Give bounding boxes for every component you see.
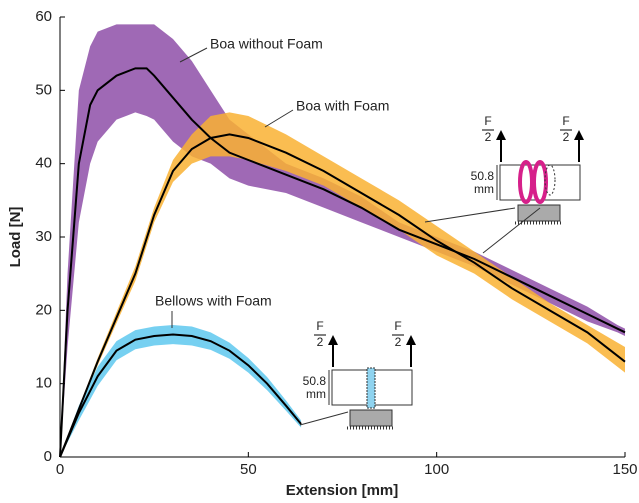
y-tick-label: 20 [35, 301, 52, 318]
x-tick-label: 0 [56, 461, 64, 478]
boa-dashed [544, 164, 556, 196]
force-divisor: 2 [485, 130, 492, 144]
inset-box [499, 164, 581, 201]
series-annotation: Bellows with Foam [155, 293, 272, 309]
y-tick-label: 0 [44, 448, 52, 465]
force-label: F [394, 319, 401, 333]
unit-label: mm [306, 387, 326, 401]
x-axis-title: Extension [mm] [286, 482, 399, 499]
x-tick-label: 100 [424, 461, 449, 478]
height-label: 50.8 [471, 169, 495, 183]
y-tick-label: 10 [35, 375, 52, 392]
leader-line [264, 109, 294, 128]
force-divisor: 2 [317, 335, 324, 349]
mean-line [59, 67, 626, 458]
series-annotation: Boa without Foam [210, 36, 323, 52]
arrow-head [574, 130, 584, 140]
band [60, 325, 302, 457]
bellows-inset: F 2 F 2 50.8 mm [299, 319, 416, 430]
y-tick-label: 50 [35, 81, 52, 98]
x-tick-label: 150 [612, 461, 637, 478]
arrow-head [496, 130, 506, 140]
leader-line [299, 411, 349, 426]
force-label: F [316, 319, 323, 333]
leader-line [424, 207, 516, 223]
force-label: F [562, 114, 569, 128]
y-tick-label: 40 [35, 155, 52, 172]
mean-line [59, 333, 302, 458]
force-divisor: 2 [395, 335, 402, 349]
arrow-head [406, 335, 416, 345]
force-divisor: 2 [563, 130, 570, 144]
y-axis-title: Load [N] [7, 207, 24, 268]
y-tick-label: 60 [35, 8, 52, 25]
leader-line [482, 207, 541, 254]
x-tick-label: 50 [240, 461, 257, 478]
leader-line [179, 47, 208, 63]
boa-loop [532, 160, 548, 204]
unit-label: mm [474, 182, 494, 196]
force-label: F [484, 114, 491, 128]
arrow-head [328, 335, 338, 345]
series-annotation: Boa with Foam [296, 98, 389, 114]
boa-inset: F 2 F 2 50.8 mm [424, 114, 584, 254]
fixture [349, 409, 393, 427]
mean-line [59, 133, 626, 458]
y-tick-label: 30 [35, 228, 52, 245]
bellows [366, 367, 376, 409]
fixture [517, 204, 561, 222]
height-label: 50.8 [303, 374, 327, 388]
